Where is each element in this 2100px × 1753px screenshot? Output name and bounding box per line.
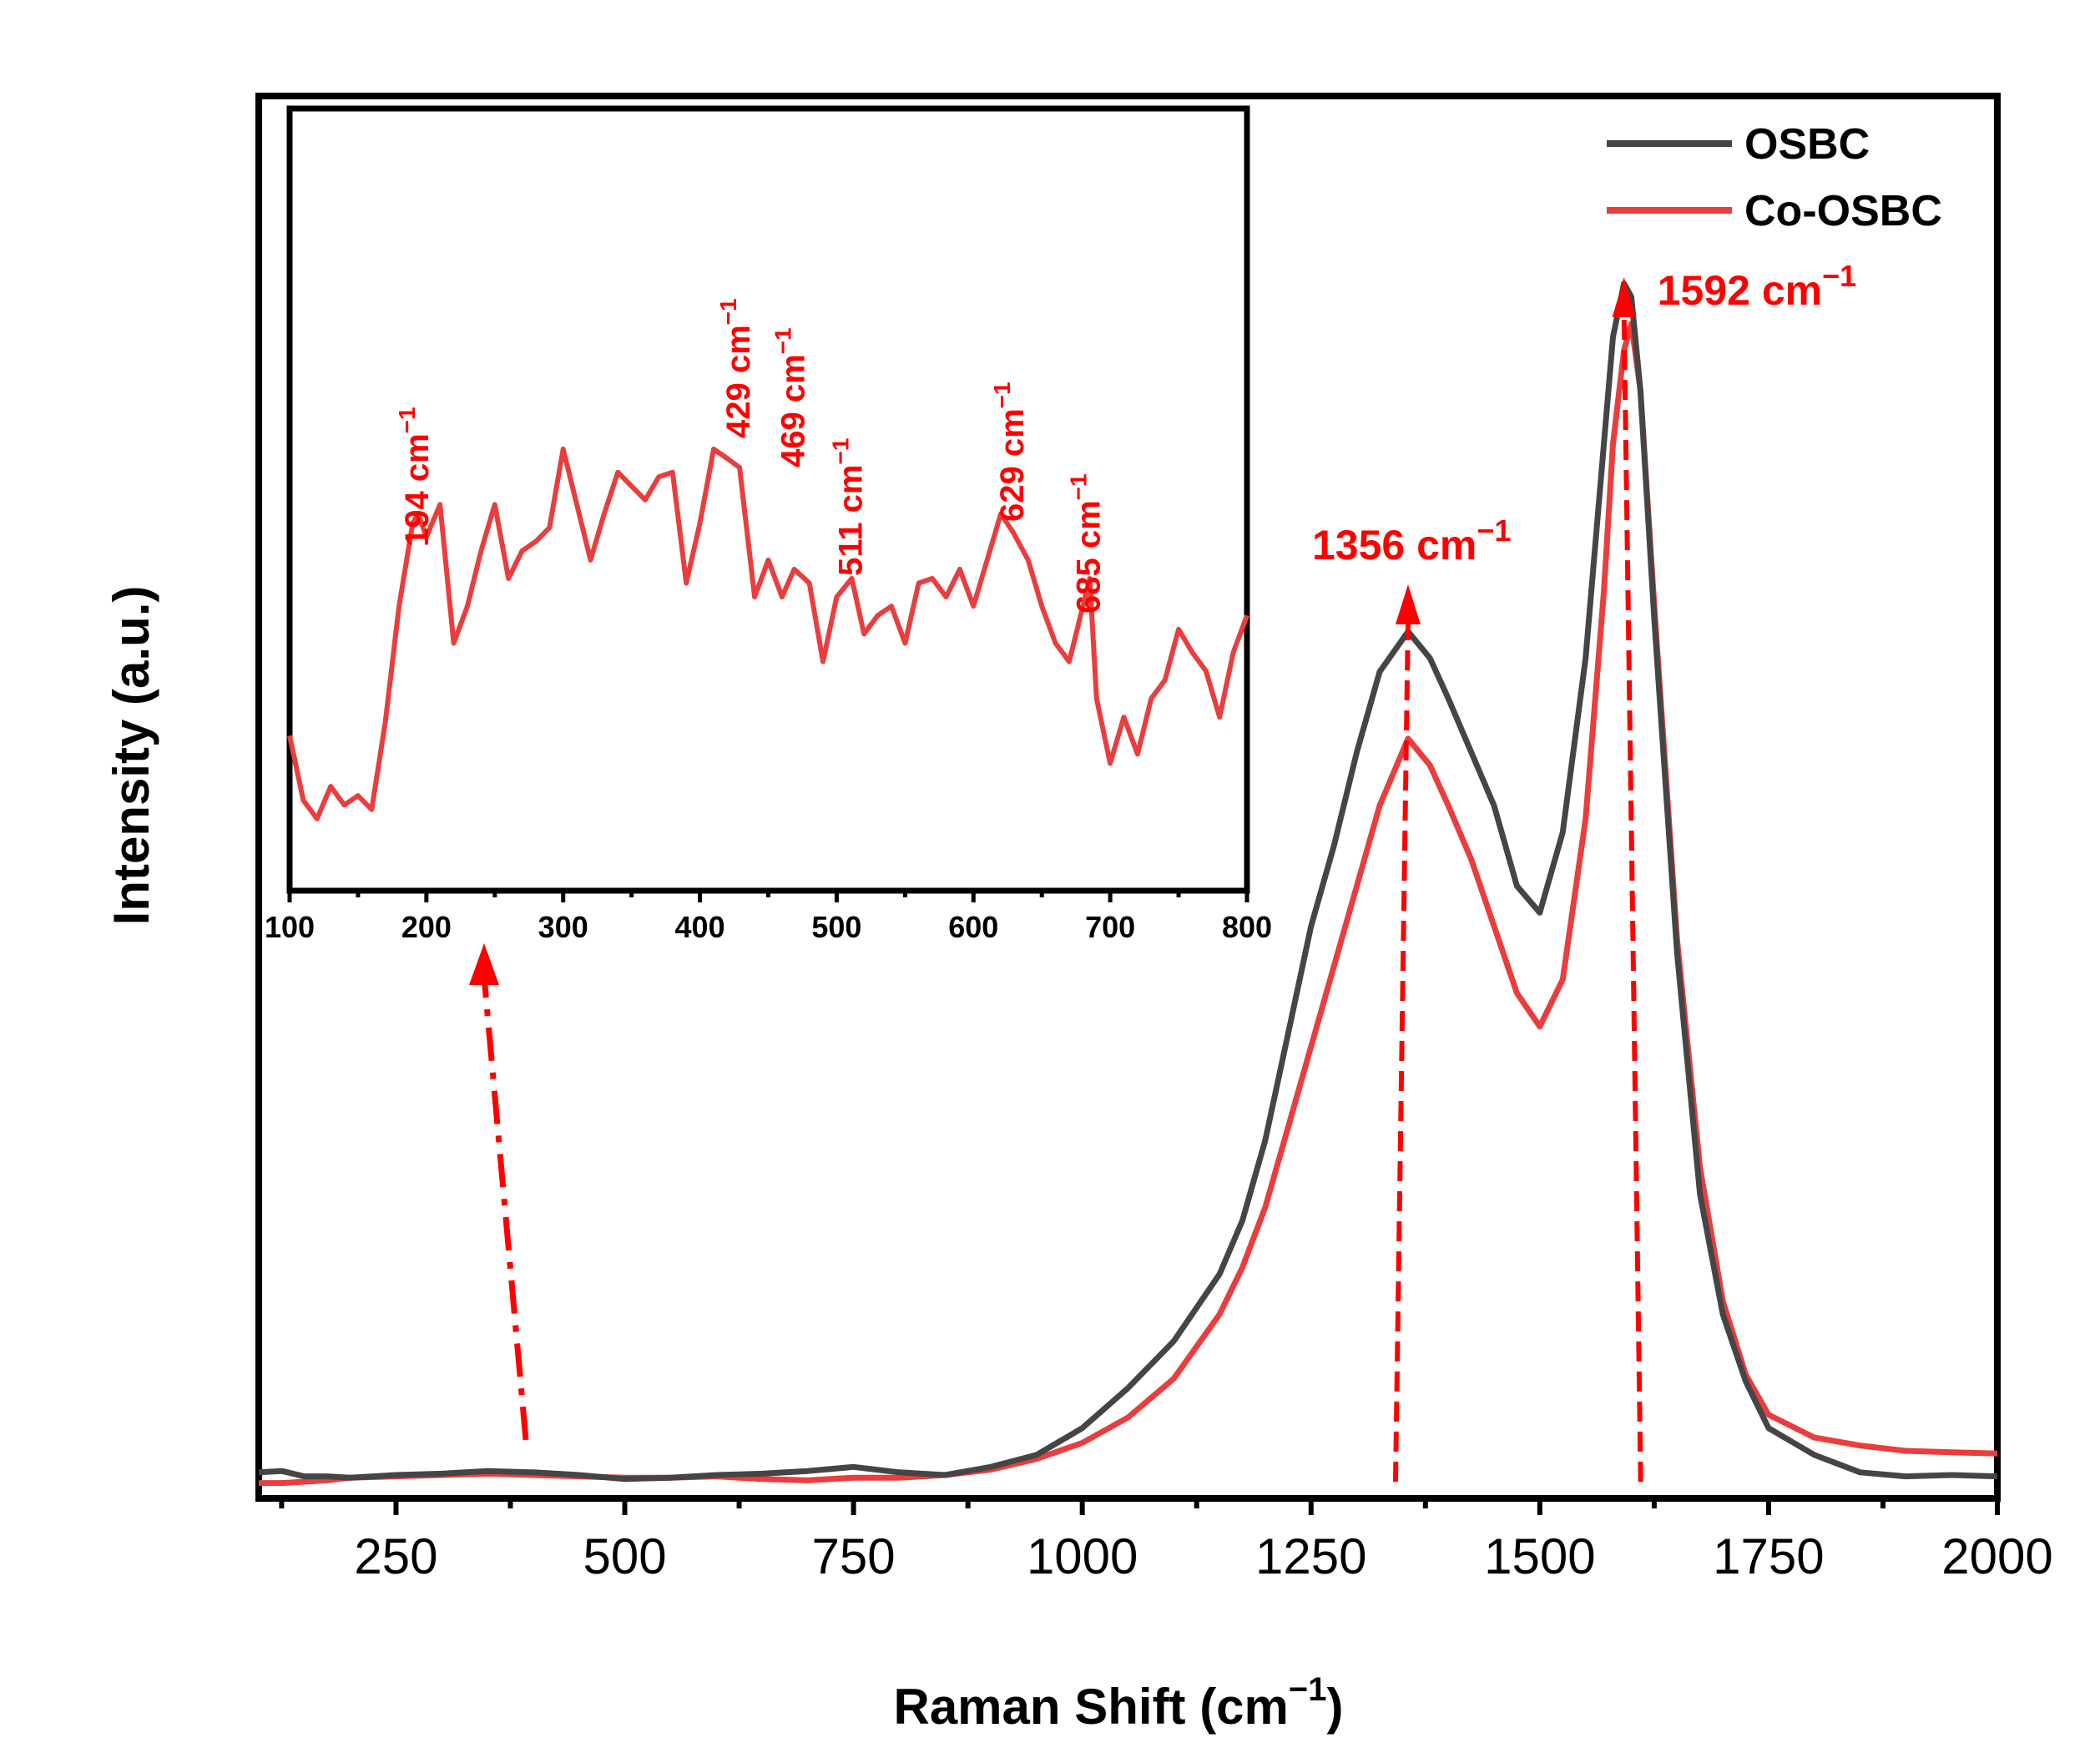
inset-x-tick-label: 100 [265, 910, 315, 944]
inset-peak-label: 194 cm−1 [394, 407, 436, 547]
inset-x-tick-label: 800 [1222, 910, 1272, 944]
inset-peak-label: 511 cm−1 [827, 438, 869, 576]
peak-1356-arrowhead [1395, 584, 1421, 624]
main-x-tick-label: 1750 [1713, 1528, 1824, 1584]
inset-peak-label: 429 cm−1 [715, 298, 757, 438]
series-line-osbc [258, 280, 1998, 1483]
main-x-tick-label: 750 [812, 1528, 896, 1584]
legend: OSBC Co-OSBC [1607, 120, 1942, 235]
peak-label: 1356 cm−1 [1312, 513, 1511, 568]
y-axis-title: Intensity (a.u.) [103, 586, 159, 926]
main-x-tick-label: 2000 [1941, 1528, 2052, 1584]
inset-peak-label: 469 cm−1 [770, 327, 812, 467]
main-x-tick-label: 500 [583, 1528, 666, 1584]
inset-peak-annotations: 194 cm−1 429 cm−1 469 cm−1 511 cm−1 629 cm−1… [394, 298, 1108, 614]
inset-x-ticks: 100 200 300 400 500 600 700 800 [265, 891, 1272, 944]
main-x-tick-label: 1000 [1027, 1528, 1138, 1584]
inset-pointer-arrow [469, 943, 529, 1441]
inset-x-tick-label: 400 [675, 910, 725, 944]
main-x-tick-label: 250 [354, 1528, 437, 1584]
main-x-ticks: 250 500 750 1000 1250 1500 1750 2000 [279, 1498, 2053, 1584]
inset-peak-label: 685 cm−1 [1066, 473, 1108, 614]
main-x-tick-label: 1250 [1255, 1528, 1366, 1584]
inset-x-tick-label: 600 [948, 910, 998, 944]
inset-frame [286, 105, 1250, 894]
main-x-tick-label: 1500 [1484, 1528, 1595, 1584]
main-peak-annotations: 1356 cm−1 1592 cm−1 [1312, 259, 1856, 1483]
legend-label-osbc: OSBC [1744, 120, 1870, 169]
peak-1356-guide [1392, 621, 1411, 1483]
peak-1592-guide [1621, 312, 1643, 1483]
inset-peak-label: 629 cm−1 [989, 381, 1031, 522]
x-axis-title: Raman Shift (cm−1) [893, 1671, 1343, 1735]
inset-x-tick-label: 200 [401, 910, 452, 944]
main-plot-frame [255, 93, 2001, 1502]
legend-label-co-osbc: Co-OSBC [1744, 187, 1942, 235]
inset-x-tick-label: 700 [1085, 910, 1135, 944]
peak-1592-arrowhead [1612, 277, 1636, 317]
main-series-lines [258, 280, 1998, 1487]
inset-x-tick-label: 500 [811, 910, 861, 944]
inset-x-tick-label: 300 [538, 910, 588, 944]
peak-label: 1592 cm−1 [1658, 259, 1856, 314]
inset-series-line-co-osbc [287, 447, 1249, 821]
inset-series-line [287, 447, 1249, 821]
